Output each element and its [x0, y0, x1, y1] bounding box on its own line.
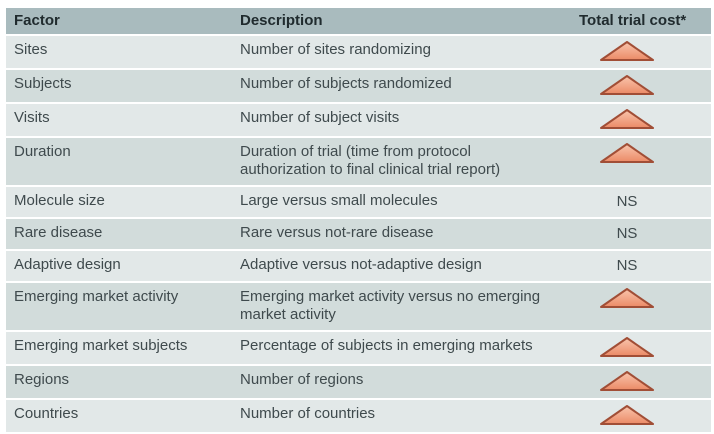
cost-ns-label: NS [565, 186, 711, 219]
column-header-total-trial-cost: Total trial cost* [565, 8, 711, 36]
table-row: Duration Duration of trial (time from pr… [6, 137, 711, 187]
cost-ns-label: NS [565, 250, 711, 283]
factor-cell: Emerging market activity [6, 282, 232, 332]
cost-increase-icon [600, 371, 654, 391]
trial-cost-factors-table: Factor Description Total trial cost* Sit… [6, 8, 711, 434]
cost-indicator-cell [565, 103, 711, 138]
description-cell: Number of sites randomizing [232, 35, 565, 70]
factor-cell: Regions [6, 365, 232, 400]
cost-indicator-cell [565, 331, 711, 366]
description-cell: Number of countries [232, 399, 565, 434]
description-cell: Emerging market activity versus no emerg… [232, 282, 565, 332]
table-row: Countries Number of countries [6, 399, 711, 434]
factor-cell: Sites [6, 35, 232, 70]
cost-indicator-cell [565, 399, 711, 434]
cost-ns-label: NS [565, 218, 711, 251]
cost-indicator-cell [565, 35, 711, 70]
factor-cell: Visits [6, 103, 232, 138]
table-row: Subjects Number of subjects randomized [6, 69, 711, 104]
cost-indicator-cell [565, 365, 711, 400]
description-cell: Number of subjects randomized [232, 69, 565, 104]
table-row: Adaptive design Adaptive versus not-adap… [6, 250, 711, 283]
cost-increase-icon [600, 143, 654, 163]
description-cell: Adaptive versus not-adaptive design [232, 250, 565, 283]
description-cell: Rare versus not-rare disease [232, 218, 565, 251]
factor-cell: Adaptive design [6, 250, 232, 283]
cost-indicator-cell [565, 137, 711, 187]
cost-increase-icon [600, 109, 654, 129]
factor-cell: Countries [6, 399, 232, 434]
description-cell: Large versus small molecules [232, 186, 565, 219]
description-cell: Number of regions [232, 365, 565, 400]
table-row: Emerging market subjects Percentage of s… [6, 331, 711, 366]
cost-indicator-cell [565, 69, 711, 104]
table-header-row: Factor Description Total trial cost* [6, 8, 711, 36]
table-row: Rare disease Rare versus not-rare diseas… [6, 218, 711, 251]
cost-increase-icon [600, 337, 654, 357]
cost-increase-icon [600, 405, 654, 425]
table-row: Visits Number of subject visits [6, 103, 711, 138]
table-row: Regions Number of regions [6, 365, 711, 400]
cost-indicator-cell [565, 282, 711, 332]
factor-cell: Emerging market subjects [6, 331, 232, 366]
column-header-factor: Factor [6, 8, 232, 36]
factor-cell: Subjects [6, 69, 232, 104]
description-cell: Percentage of subjects in emerging marke… [232, 331, 565, 366]
factor-cell: Duration [6, 137, 232, 187]
factor-cell: Rare disease [6, 218, 232, 251]
table-row: Sites Number of sites randomizing [6, 35, 711, 70]
cost-increase-icon [600, 75, 654, 95]
factor-cell: Molecule size [6, 186, 232, 219]
table-row: Molecule size Large versus small molecul… [6, 186, 711, 219]
cost-increase-icon [600, 288, 654, 308]
description-cell: Number of subject visits [232, 103, 565, 138]
description-cell: Duration of trial (time from protocol au… [232, 137, 565, 187]
table-row: Emerging market activity Emerging market… [6, 282, 711, 332]
cost-increase-icon [600, 41, 654, 61]
column-header-description: Description [232, 8, 565, 36]
